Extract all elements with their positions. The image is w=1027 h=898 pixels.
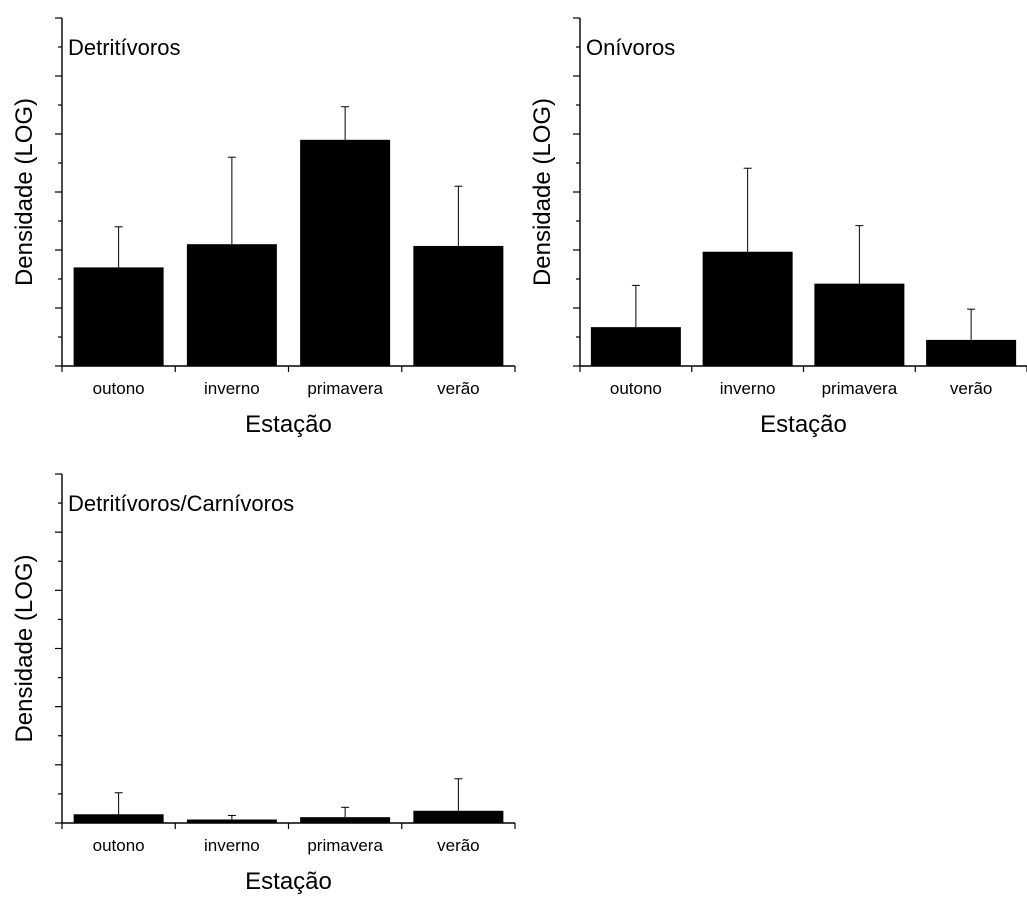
bar-inverno [187, 820, 277, 823]
chart-panel-onivoros: outono inverno primavera verão Onívoros Estaç… [529, 18, 1027, 438]
x-tick-label-verão: verão [437, 836, 480, 855]
x-tick-label-inverno: inverno [720, 379, 776, 398]
chart-panel-detritivoros-carnivoros: outono inverno primavera verão Detritívoros/… [11, 474, 515, 895]
bar-outono [74, 267, 164, 366]
bar-primavera [300, 817, 390, 823]
bar-verão [413, 811, 503, 823]
x-tick-label-outono: outono [93, 379, 145, 398]
x-tick-label-primavera: primavera [307, 836, 383, 855]
x-axis-title: Estação [245, 411, 332, 438]
bar-primavera [814, 284, 904, 366]
x-axis-title: Estação [245, 868, 332, 895]
bar-outono [591, 327, 681, 366]
x-tick-label-outono: outono [93, 836, 145, 855]
x-tick-label-verão: verão [950, 379, 993, 398]
y-axis-title: Densidade (LOG) [529, 98, 556, 286]
x-tick-label-primavera: primavera [307, 379, 383, 398]
bar-inverno [187, 244, 277, 366]
x-axis-title: Estação [760, 411, 847, 438]
y-axis-title: Densidade (LOG) [11, 98, 38, 286]
bar-verão [413, 246, 503, 366]
bar-verão [926, 340, 1016, 366]
bar-inverno [703, 252, 793, 366]
panel-title: Detritívoros/Carnívoros [68, 491, 294, 516]
x-tick-label-primavera: primavera [822, 379, 898, 398]
x-tick-label-verão: verão [437, 379, 480, 398]
x-tick-label-outono: outono [610, 379, 662, 398]
x-tick-label-inverno: inverno [204, 379, 260, 398]
x-tick-label-inverno: inverno [204, 836, 260, 855]
y-axis-title: Densidade (LOG) [11, 554, 38, 742]
bar-outono [74, 814, 164, 823]
panel-title: Detritívoros [68, 35, 180, 60]
bar-primavera [300, 140, 390, 366]
chart-panel-detritivoros: outono inverno primavera verão Detritívoros E… [11, 18, 515, 438]
panel-title: Onívoros [586, 35, 675, 60]
